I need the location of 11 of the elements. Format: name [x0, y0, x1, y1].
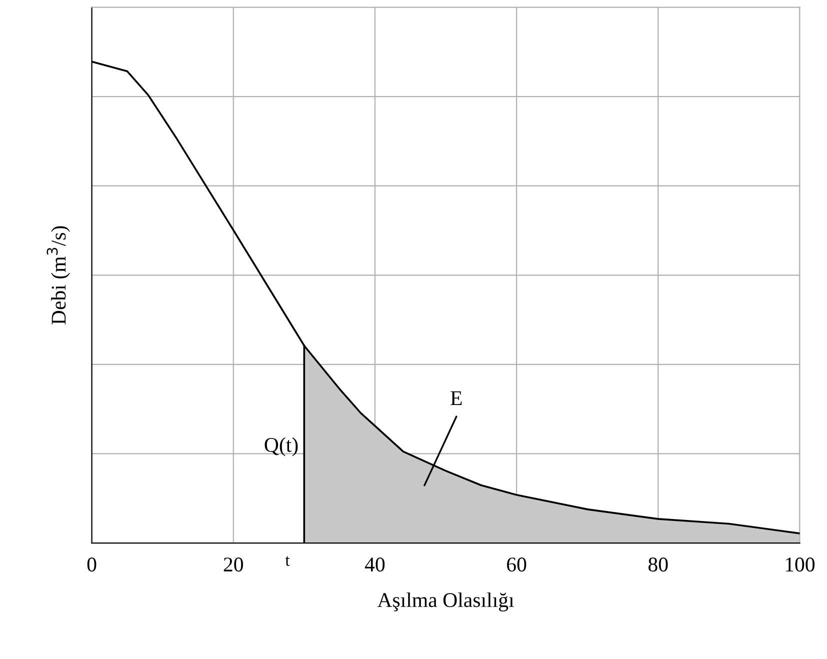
x-tick-label: 80 [648, 558, 668, 572]
x-tick-label: 60 [507, 558, 526, 572]
y-axis-title: Debi (m$^{3}$/s) [46, 226, 70, 324]
text: E [450, 391, 462, 405]
x-tick-label: 20 [224, 558, 243, 572]
annotation: t [285, 556, 290, 566]
x-tick-label: 40 [364, 558, 385, 572]
x-axis-title: Aşılma Olasılığı [377, 592, 514, 612]
x-tick-label: 100 [786, 558, 815, 572]
x-tick-label: 0 [87, 558, 96, 572]
annotation: Q(t) [264, 437, 298, 456]
